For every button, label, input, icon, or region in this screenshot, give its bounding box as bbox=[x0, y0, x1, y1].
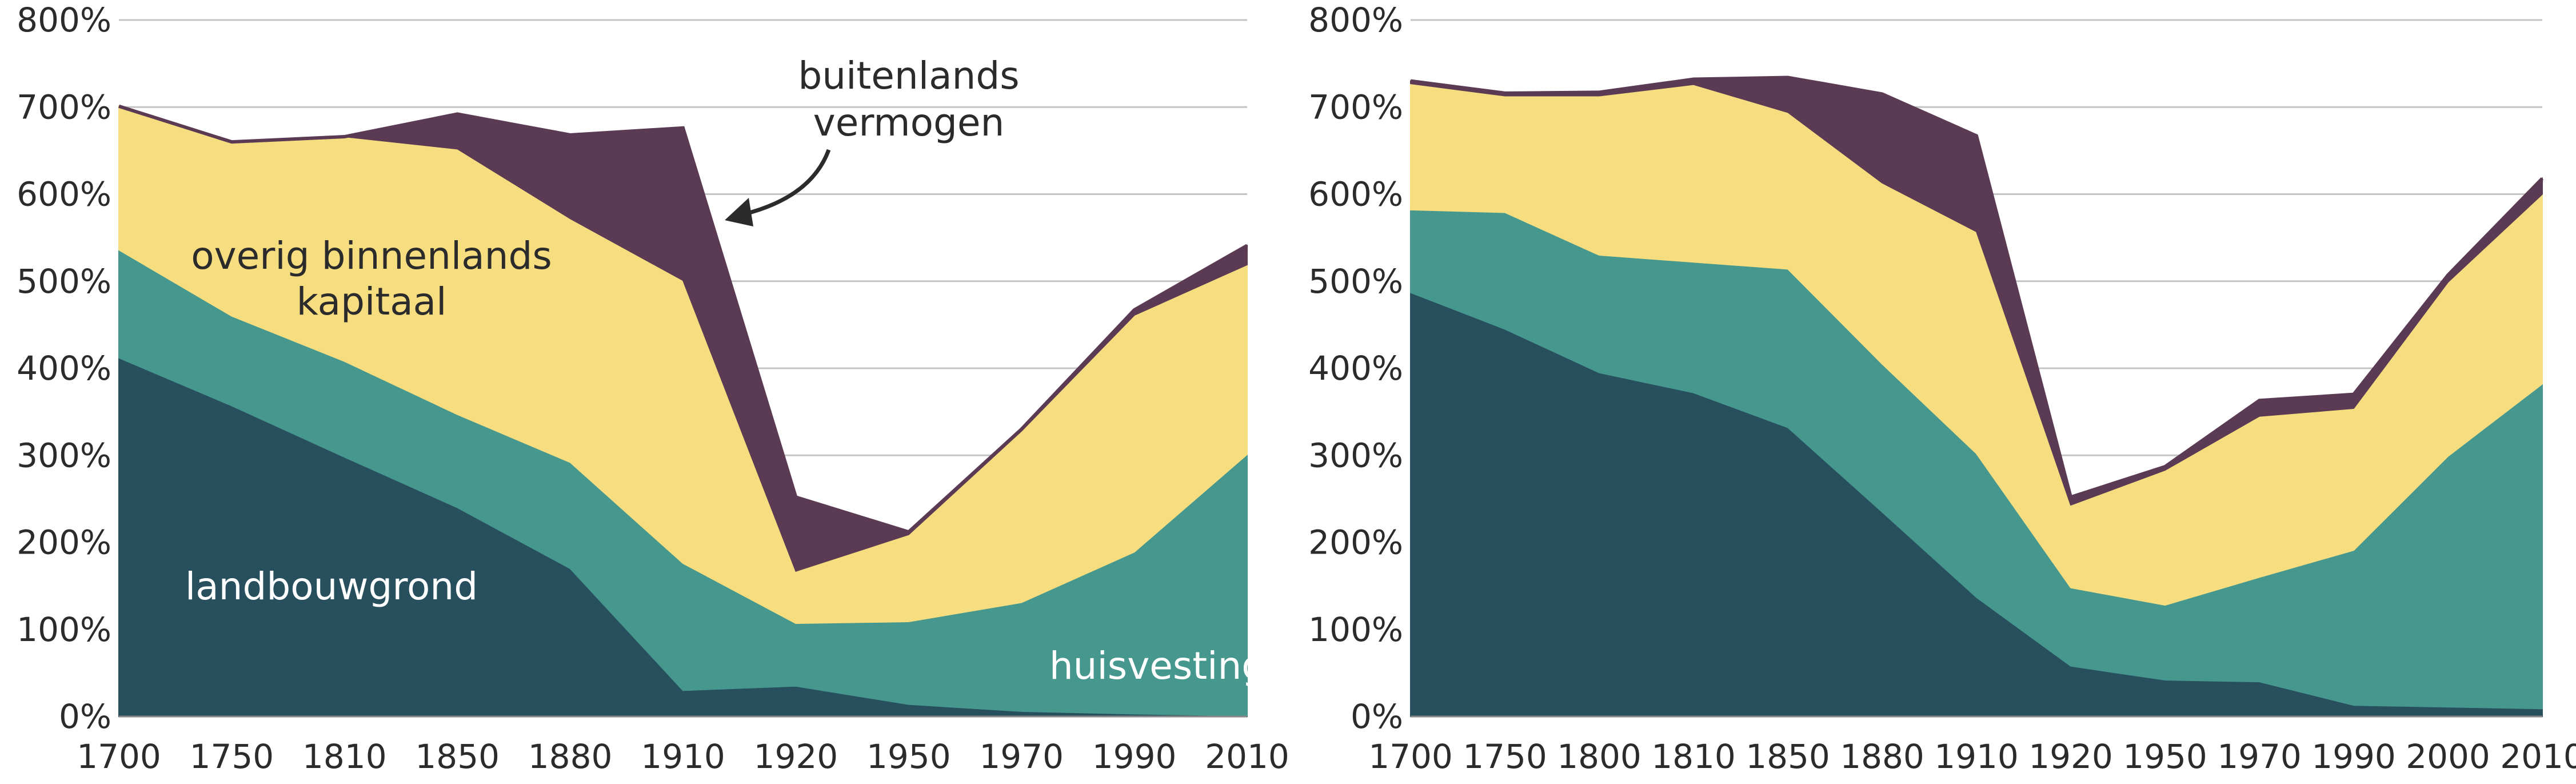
y-tick-label: 700% bbox=[1308, 87, 1403, 126]
y-tick-label: 600% bbox=[1308, 175, 1403, 214]
x-tick-label: 1910 bbox=[641, 737, 725, 776]
y-tick-label: 200% bbox=[17, 523, 111, 562]
annotation-arrowhead bbox=[725, 198, 753, 226]
x-tick-label: 1810 bbox=[1651, 737, 1736, 776]
area-layers bbox=[118, 105, 1248, 717]
y-tick-label: 300% bbox=[1308, 436, 1403, 475]
x-tick-label: 1920 bbox=[754, 737, 838, 776]
x-tick-label: 1970 bbox=[2217, 737, 2302, 776]
annotation-buitenlands-line1: buitenlands bbox=[798, 54, 1019, 98]
x-tick-label: 1810 bbox=[302, 737, 387, 776]
x-tick-label: 1970 bbox=[979, 737, 1064, 776]
y-tick-label: 600% bbox=[17, 175, 111, 214]
y-tick-label: 800% bbox=[1308, 1, 1403, 39]
x-tick-label: 1990 bbox=[1092, 737, 1177, 776]
x-tick-label: 2010 bbox=[2500, 737, 2576, 776]
y-tick-label: 700% bbox=[17, 87, 111, 126]
y-tick-label: 500% bbox=[1308, 262, 1403, 301]
x-tick-label: 1950 bbox=[866, 737, 951, 776]
x-tick-label: 1990 bbox=[2311, 737, 2396, 776]
x-tick-label: 1880 bbox=[1840, 737, 1924, 776]
y-tick-label: 0% bbox=[1351, 697, 1403, 736]
x-tick-label: 1800 bbox=[1557, 737, 1642, 776]
area-top-outline bbox=[118, 104, 1248, 534]
annotation-buitenlands-line2: vermogen bbox=[813, 101, 1005, 145]
y-tick-label: 200% bbox=[1308, 523, 1403, 562]
right-chart: 0% 100% 200% 300% 400% 500% 600% 700% 800% 1700 17… bbox=[1308, 1, 2576, 776]
x-tick-label: 2000 bbox=[2406, 737, 2490, 776]
x-tick-label: 1880 bbox=[528, 737, 613, 776]
x-tick-label: 1920 bbox=[2028, 737, 2113, 776]
y-tick-label: 500% bbox=[17, 262, 111, 301]
x-tick-label: 1850 bbox=[1746, 737, 1830, 776]
y-tick-label: 0% bbox=[59, 697, 111, 736]
x-tick-label: 1850 bbox=[415, 737, 500, 776]
y-tick-label: 400% bbox=[17, 349, 111, 388]
x-tick-label: 1910 bbox=[1934, 737, 2019, 776]
y-tick-label: 100% bbox=[1308, 610, 1403, 649]
y-tick-label: 800% bbox=[17, 1, 111, 39]
x-tick-label: 1750 bbox=[190, 737, 274, 776]
annotation-landbouwgrond: landbouwgrond bbox=[185, 564, 478, 608]
area-top-outline bbox=[1410, 75, 2544, 500]
x-tick-label: 1950 bbox=[2123, 737, 2207, 776]
x-tick-label: 2010 bbox=[1205, 737, 1289, 776]
y-tick-label: 300% bbox=[17, 436, 111, 475]
area-layers bbox=[1410, 77, 2543, 717]
x-tick-label: 1700 bbox=[77, 737, 161, 776]
annotation-overig-line2: kapitaal bbox=[297, 280, 447, 324]
left-chart: 0% 100% 200% 300% 400% 500% 600% 700% 800% 1700 17… bbox=[17, 1, 1289, 776]
x-tick-label: 1750 bbox=[1463, 737, 1547, 776]
annotation-arrow bbox=[742, 149, 831, 217]
y-tick-label: 100% bbox=[17, 610, 111, 649]
x-tick-label: 1700 bbox=[1368, 737, 1453, 776]
y-tick-label: 400% bbox=[1308, 349, 1403, 388]
annotation-overig-line1: overig binnenlands bbox=[191, 234, 552, 278]
annotation-huisvesting: huisvesting bbox=[1049, 644, 1265, 688]
